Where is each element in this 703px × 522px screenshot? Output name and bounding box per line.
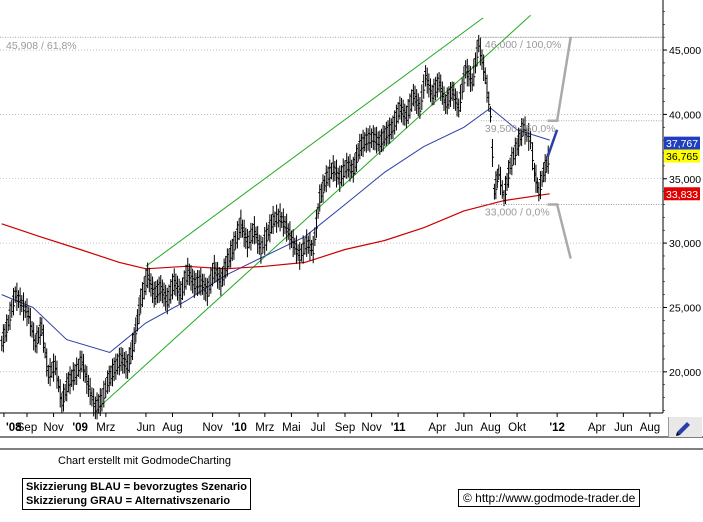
x-tick-label: Mai — [282, 422, 301, 434]
y-tick-label: 35,000 — [669, 174, 701, 186]
price-tag-box — [664, 149, 700, 163]
x-tick-label: '09 — [72, 422, 88, 434]
price-tag-label: 33,833 — [666, 189, 698, 201]
x-tick-label: Sep — [335, 422, 355, 434]
moving-averages — [1, 107, 550, 354]
x-tick-label: Jun — [455, 422, 474, 434]
x-tick-label: Apr — [588, 422, 606, 434]
price-tag-box — [664, 187, 700, 201]
x-tick-label: Jun — [137, 422, 156, 434]
axes: 20,00025,00030,00035,00040,00045,000'08S… — [0, 0, 703, 450]
x-tick-label: Nov — [361, 422, 382, 434]
y-tick-label: 25,000 — [669, 302, 701, 314]
scenario-legend: Skizzierung BLAU = bevorzugtes Szenario … — [22, 478, 251, 510]
pencil-icon[interactable] — [668, 417, 702, 437]
trend-channel — [99, 14, 531, 407]
x-tick-label: Jul — [311, 422, 326, 434]
y-tick-label: 45,000 — [669, 45, 701, 57]
price-tag-label: 37,767 — [666, 138, 698, 150]
x-tick-label: Mrz — [96, 422, 115, 434]
fib-level-label: 39,500 / 50,0% — [485, 123, 556, 135]
y-tick-label: 30,000 — [669, 238, 701, 250]
price-tag-label: 36,765 — [666, 151, 698, 163]
x-tick-label: Aug — [162, 422, 182, 434]
x-tick-label: Nov — [43, 422, 64, 434]
scenario-gray — [547, 203, 572, 259]
y-tick-label: 40,000 — [669, 109, 701, 121]
price-tag-box — [664, 136, 700, 150]
chart-credit: Chart erstellt mit GodmodeCharting — [58, 455, 232, 467]
scenario-gray — [547, 36, 572, 123]
channel-line — [99, 14, 531, 407]
scenario-sketches — [546, 36, 572, 259]
x-tick-label: Mrz — [255, 422, 274, 434]
x-tick-label: Jun — [614, 422, 633, 434]
fib-level-label: 46,000 / 100,0% — [485, 39, 561, 51]
moving-average-red — [1, 193, 550, 270]
x-tick-label: Apr — [428, 422, 446, 434]
legend-blue-line: Skizzierung BLAU = bevorzugtes Szenario — [26, 481, 247, 493]
x-tick-label: Sep — [17, 422, 37, 434]
x-tick-label: Aug — [480, 422, 500, 434]
moving-average-blue — [1, 107, 550, 354]
grid-layer — [0, 49, 663, 373]
y-tick-label: 20,000 — [669, 367, 701, 379]
x-tick-label: Nov — [202, 422, 223, 434]
x-tick-label: '12 — [549, 422, 565, 434]
fib-level-label: 33,000 / 0,0% — [485, 206, 550, 218]
legend-gray-line: Skizzierung GRAU = Alternativszenario — [26, 495, 231, 507]
copyright-link[interactable]: © http://www.godmode-trader.de — [458, 489, 641, 507]
x-tick-label: Aug — [640, 422, 660, 434]
x-tick-label: '11 — [391, 422, 406, 434]
x-tick-label: '10 — [231, 422, 247, 434]
left-level-label: 45,908 / 61,8% — [6, 40, 77, 52]
scenario-blue — [546, 129, 559, 158]
x-tick-label: '08 — [6, 422, 22, 434]
fibonacci-levels: 46,000 / 100,0% 39,500 / 50,0% 33,000 / 0,… — [0, 36, 663, 218]
channel-line — [145, 17, 484, 267]
x-tick-label: Okt — [508, 422, 527, 434]
price-bars — [0, 34, 550, 420]
